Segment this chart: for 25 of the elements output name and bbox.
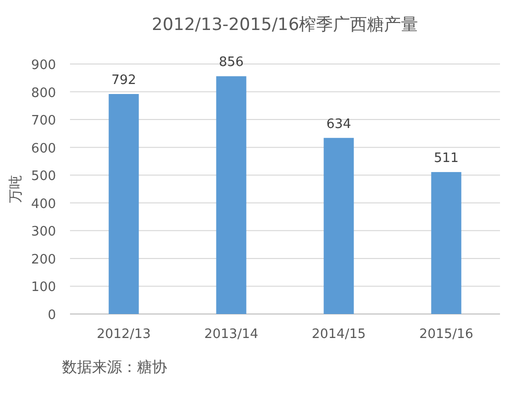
bar	[108, 94, 139, 314]
x-tick-label: 2013/14	[204, 327, 258, 342]
y-tick-label: 200	[31, 252, 56, 268]
data-label: 511	[434, 151, 459, 166]
y-tick-label: 900	[31, 58, 56, 73]
y-tick-label: 300	[31, 224, 56, 240]
chart-title: 2012/13-2015/16榨季广西糖产量	[152, 15, 418, 35]
y-tick-label: 800	[31, 86, 56, 101]
y-tick-label: 0	[48, 308, 56, 323]
data-label: 856	[218, 55, 244, 70]
y-tick-label: 100	[31, 280, 56, 296]
source-note: 数据来源：糖协	[62, 358, 167, 376]
x-tick-label: 2015/16	[419, 327, 474, 342]
y-axis-title: 万吨	[8, 175, 24, 203]
x-tick-label: 2012/13	[96, 327, 151, 342]
data-label: 634	[326, 116, 352, 132]
data-label: 792	[111, 73, 136, 88]
x-tick-label: 2014/15	[312, 327, 366, 342]
bar	[216, 76, 246, 314]
y-tick-label: 500	[31, 169, 56, 184]
y-tick-label: 400	[31, 196, 56, 212]
bar	[324, 138, 354, 314]
y-tick-label: 700	[31, 114, 56, 129]
bar	[431, 172, 462, 314]
y-tick-label: 600	[31, 141, 56, 156]
